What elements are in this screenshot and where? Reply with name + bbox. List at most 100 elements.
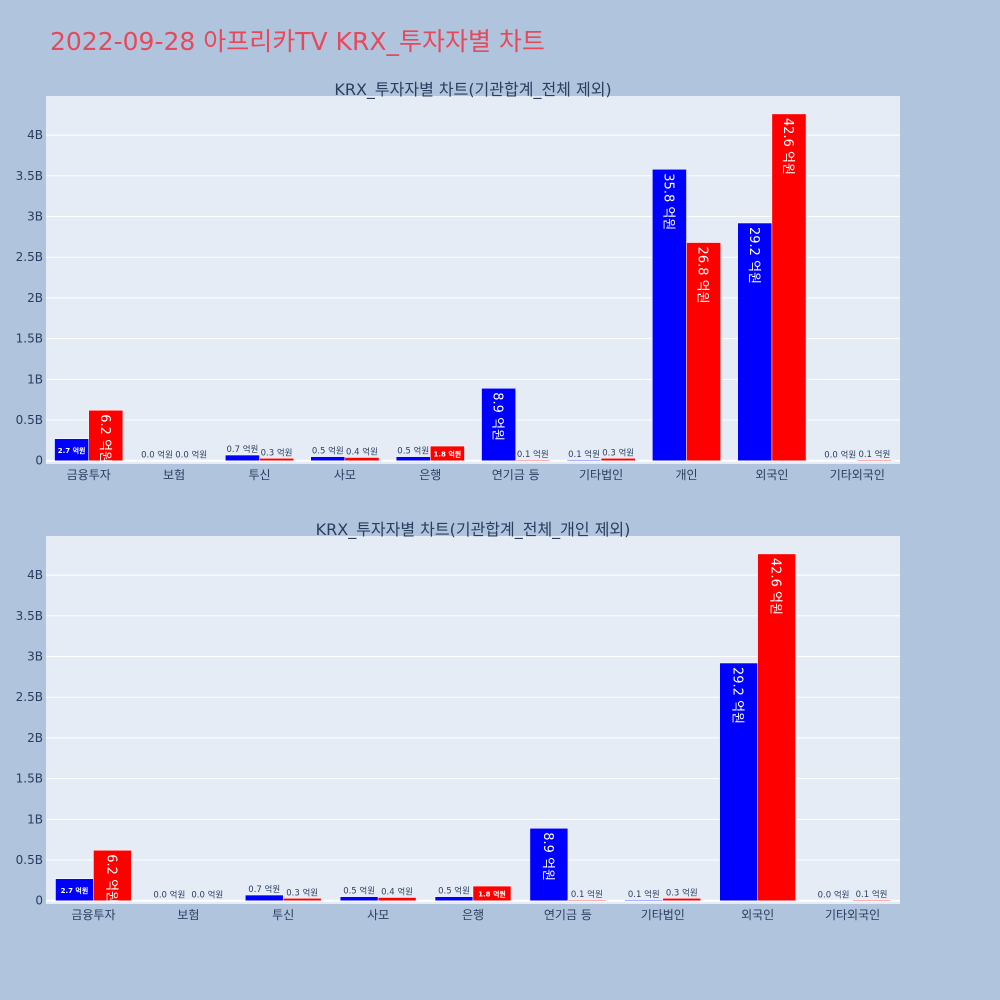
bar-buy	[771, 113, 807, 461]
bar-buy	[344, 457, 380, 461]
chart-title: KRX_투자자별 차트(기관합계_전체 제외)	[334, 80, 611, 100]
y-tick-label: 3B	[27, 209, 43, 223]
bar-sell	[434, 896, 474, 901]
data-label: 2.7 억원	[58, 446, 86, 455]
x-tick-label: 사모	[334, 468, 356, 482]
y-tick-label: 0.5B	[16, 413, 43, 427]
data-label: 0.5 억원	[312, 446, 344, 457]
y-tick-label: 3B	[27, 649, 43, 663]
x-tick-label: 금융투자	[67, 468, 111, 482]
x-tick-label: 보험	[163, 468, 185, 482]
data-label: 0.5 억원	[397, 446, 429, 457]
bar-sell	[719, 662, 758, 901]
bar-sell	[624, 899, 664, 901]
bar-sell	[225, 454, 260, 461]
x-tick-label: 투신	[272, 908, 294, 922]
bar-buy	[93, 850, 132, 901]
y-tick-label: 3.5B	[16, 169, 43, 183]
x-tick-label: 기타법인	[579, 468, 623, 482]
data-label: 0.5 억원	[343, 886, 375, 897]
data-label: 0.3 억원	[286, 887, 318, 898]
data-label: 42.6 억원	[780, 118, 795, 175]
bar-buy	[282, 898, 322, 901]
data-label: 1.8 억원	[434, 449, 462, 458]
x-tick-label: 투신	[248, 468, 270, 482]
bar-buy	[600, 458, 636, 461]
data-label: 0.0 억원	[818, 890, 850, 901]
bar-buy	[662, 898, 701, 901]
x-tick-label: 개인	[675, 468, 697, 482]
x-tick-label: 은행	[419, 467, 441, 482]
x-tick-label: 기타외국인	[825, 908, 880, 922]
bar-buy	[686, 242, 721, 461]
y-tick-label: 2.5B	[16, 250, 43, 264]
y-tick-label: 2B	[27, 291, 43, 305]
y-tick-label: 2B	[27, 731, 43, 745]
data-label: 8.9 억원	[490, 392, 505, 441]
data-label: 0.1 억원	[856, 889, 888, 900]
x-tick-label: 사모	[367, 908, 389, 922]
x-tick-label: 외국인	[741, 908, 774, 922]
bar-sell	[529, 828, 569, 901]
data-label: 0.3 억원	[261, 447, 293, 458]
y-tick-label: 1.5B	[16, 772, 43, 786]
data-label: 26.8 억원	[695, 247, 710, 304]
x-tick-label: 연기금 등	[544, 908, 592, 922]
data-label: 0.7 억원	[248, 884, 280, 895]
bar-buy	[515, 459, 551, 461]
data-label: 0.1 억원	[628, 889, 660, 900]
y-tick-label: 4B	[27, 128, 43, 142]
data-label: 35.8 억원	[660, 173, 675, 230]
bar-buy	[259, 458, 294, 461]
y-tick-label: 2.5B	[16, 690, 43, 704]
data-label: 0.5 억원	[438, 886, 470, 897]
page-title: 2022-09-28 아프리카TV KRX_투자자별 차트	[50, 27, 545, 56]
bar-buy	[88, 410, 124, 461]
x-tick-label: 은행	[462, 907, 484, 922]
data-label: 0.0 억원	[175, 450, 207, 461]
x-tick-label: 외국인	[755, 468, 788, 482]
y-tick-label: 3.5B	[16, 609, 43, 623]
x-tick-label: 금융투자	[71, 908, 115, 922]
bar-sell	[339, 896, 379, 901]
bar-buy	[430, 445, 465, 461]
bar-buy	[857, 459, 892, 461]
bar-buy	[567, 899, 607, 901]
data-label: 0.0 억원	[191, 890, 223, 901]
y-tick-label: 1B	[27, 812, 43, 826]
data-label: 29.2 억원	[746, 227, 761, 284]
y-tick-label: 0	[35, 894, 43, 908]
x-tick-label: 보험	[177, 908, 199, 922]
data-label: 0.1 억원	[517, 449, 549, 460]
data-label: 8.9 억원	[540, 832, 555, 881]
y-tick-label: 1.5B	[16, 332, 43, 346]
data-label: 42.6 억원	[768, 558, 783, 615]
bar-buy	[472, 885, 512, 901]
bar-sell	[737, 222, 773, 461]
x-tick-label: 기타외국인	[830, 468, 885, 482]
data-label: 0.7 억원	[226, 444, 258, 455]
data-label: 0.1 억원	[568, 449, 600, 460]
data-label: 0.0 억원	[141, 450, 173, 461]
chart-title: KRX_투자자별 차트(기관합계_전체_개인 제외)	[316, 520, 631, 540]
bar-sell	[652, 169, 687, 461]
data-label: 0.3 억원	[666, 887, 698, 898]
data-label: 0.4 억원	[346, 446, 378, 457]
data-label: 0.1 억원	[858, 449, 890, 460]
data-label: 0.3 억원	[602, 447, 634, 458]
bar-sell	[245, 894, 284, 901]
chart-bottom: KRX_투자자별 차트(기관합계_전체_개인 제외) 0 0.5B 1B 1.5B 2B 2…	[16, 520, 900, 922]
data-label: 0.0 억원	[153, 890, 185, 901]
data-label: 6.2 억원	[97, 414, 112, 463]
bar-sell	[481, 388, 516, 461]
data-label: 2.7 억원	[61, 886, 89, 895]
data-label: 1.8 억원	[478, 889, 506, 898]
y-tick-label: 0.5B	[16, 853, 43, 867]
data-label: 0.0 억원	[824, 450, 856, 461]
bar-buy	[377, 897, 417, 901]
y-tick-label: 4B	[27, 568, 43, 582]
bar-buy	[757, 553, 796, 901]
chart-top: KRX_투자자별 차트(기관합계_전체 제외) 0 0.5B 1B 1.5B 2B 2.5B…	[16, 80, 900, 482]
data-label: 0.1 억원	[571, 889, 603, 900]
data-label: 0.4 억원	[381, 886, 413, 897]
